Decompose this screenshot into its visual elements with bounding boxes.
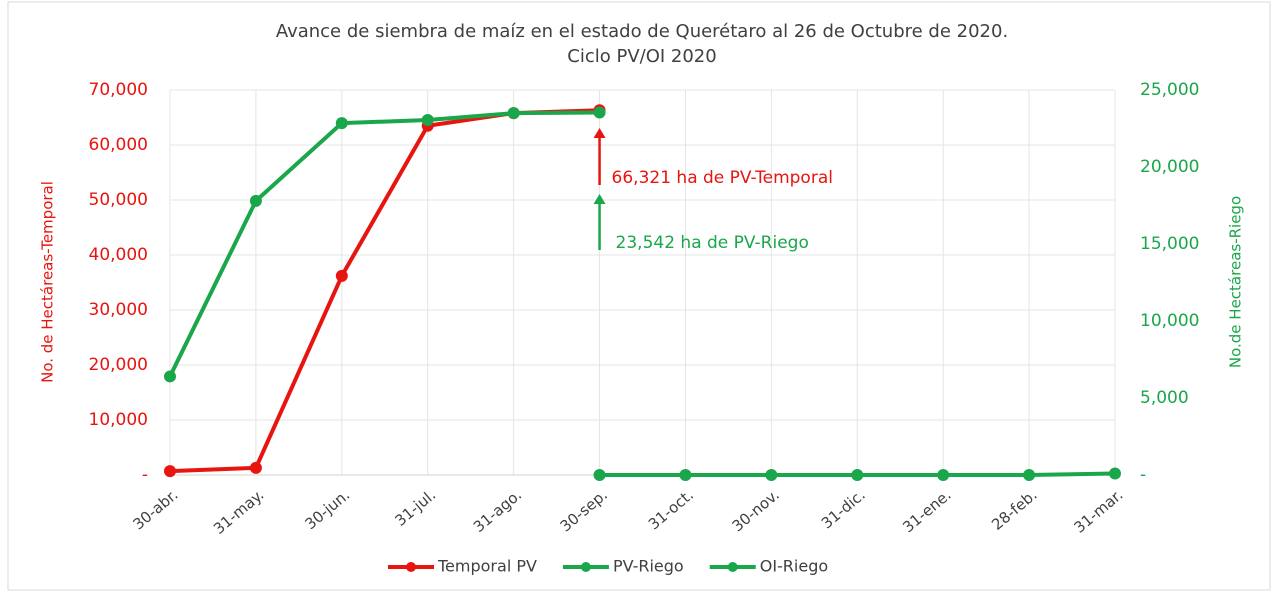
- point: [335, 269, 348, 282]
- point: [249, 461, 262, 474]
- y2-axis-label: No.de Hectáreas-Riego: [1227, 196, 1245, 368]
- legend-marker: [580, 562, 591, 572]
- point: [335, 117, 348, 130]
- point: [249, 194, 262, 207]
- annotation-arrowhead: [593, 128, 606, 138]
- point: [851, 469, 864, 481]
- legend-label: PV-Riego: [613, 557, 684, 576]
- y2-tick-label: -: [1140, 465, 1146, 485]
- chart-title: Avance de siembra de maíz en el estado d…: [276, 21, 1008, 42]
- point: [1109, 467, 1121, 480]
- point: [164, 370, 176, 383]
- y-axis-label: No. de Hectáreas-Temporal: [39, 181, 57, 383]
- legend-marker: [727, 562, 738, 572]
- y2-tick-label: 10,000: [1140, 311, 1199, 331]
- series-line: [168, 110, 600, 378]
- y-tick-label: 30,000: [89, 300, 148, 320]
- y-tick-label: 70,000: [89, 80, 148, 100]
- point: [1023, 469, 1036, 481]
- y-tick-label: 50,000: [89, 190, 148, 210]
- y2-tick-label: 25,000: [1140, 80, 1199, 100]
- point: [507, 107, 520, 120]
- point: [679, 469, 692, 481]
- point: [765, 469, 778, 481]
- y2-tick-label: 20,000: [1140, 157, 1199, 177]
- legend-marker: [406, 562, 416, 572]
- legend-label: Temporal PV: [437, 557, 537, 576]
- chart-frame: [7, 1, 1271, 591]
- y2-tick-label: 15,000: [1140, 234, 1199, 254]
- y-tick-label: 60,000: [89, 135, 148, 155]
- y-tick-label: 40,000: [89, 245, 148, 265]
- annotation: 66,321 ha de PV-Temporal: [612, 168, 833, 188]
- point: [937, 469, 950, 481]
- legend-label: OI-Riego: [760, 557, 828, 576]
- y-tick-label: 20,000: [89, 355, 148, 375]
- point: [593, 469, 606, 481]
- y-tick-label: -: [142, 465, 148, 485]
- annotation-arrowhead: [593, 194, 606, 204]
- point: [421, 114, 434, 127]
- point: [593, 106, 606, 119]
- annotation: 23,542 ha de PV-Riego: [616, 233, 809, 253]
- point: [164, 465, 176, 478]
- y2-tick-label: 5,000: [1140, 388, 1189, 408]
- chart-title: Ciclo PV/OI 2020: [567, 46, 716, 67]
- y-tick-label: 10,000: [89, 410, 148, 430]
